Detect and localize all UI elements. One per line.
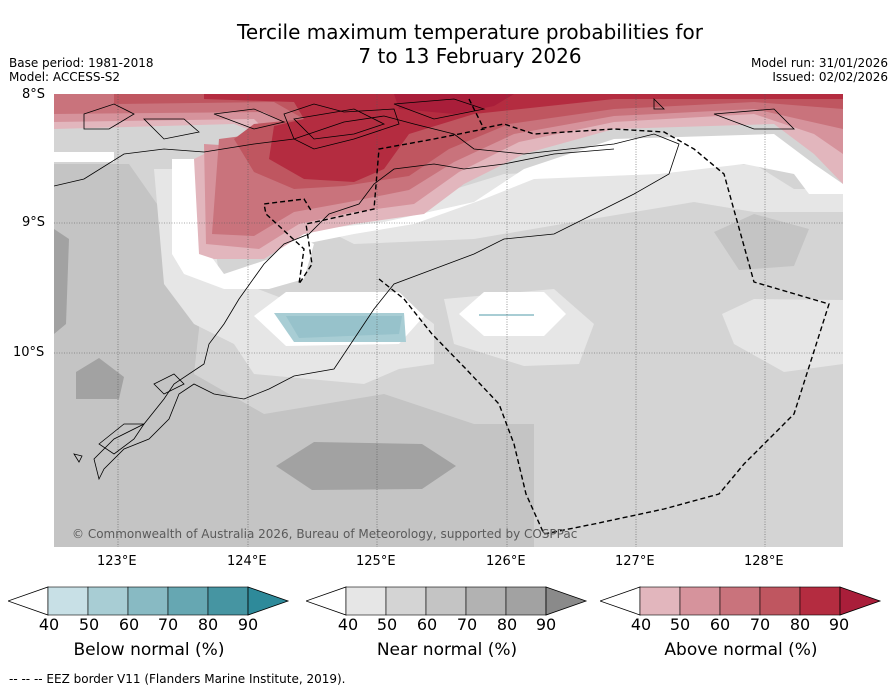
cb-below-tick-90: 90 (237, 615, 259, 634)
cb-above-tick-40: 40 (630, 615, 652, 634)
colorbar-below-segment (87, 586, 129, 616)
no-dominant-tercile-sw (54, 152, 114, 162)
map-title-line1: Tercile maximum temperature probabilitie… (237, 20, 703, 44)
map-title-line2: 7 to 13 February 2026 (358, 44, 582, 68)
cb-above-tick-60: 60 (709, 615, 731, 634)
cb-above-tick-70: 70 (749, 615, 771, 634)
cb-near-tick-50: 50 (376, 615, 398, 634)
colorbar-near-segment (345, 586, 387, 616)
lon-label-123e: 123°E (97, 554, 137, 569)
colorbar-above-normal (600, 586, 882, 616)
cb-near-tick-90: 90 (535, 615, 557, 634)
colorbar-above-segment (679, 586, 721, 616)
colorbar-label-above: Above normal (%) (664, 640, 818, 660)
colorbar-near-segment (385, 586, 427, 616)
wetar-coast (283, 103, 400, 150)
eez-border (263, 98, 830, 535)
cb-near-tick-60: 60 (416, 615, 438, 634)
coastlines (54, 98, 795, 481)
colorbar-below-segment (127, 586, 169, 616)
model-run: Model run: 31/01/2026 (750, 56, 888, 70)
lat-label-9s: 9°S (22, 215, 46, 230)
cb-near-tick-70: 70 (456, 615, 478, 634)
north-coast-islands (83, 98, 795, 140)
cb-below-tick-40: 40 (38, 615, 60, 634)
colorbar-near-segment (505, 586, 547, 616)
cb-below-tick-50: 50 (78, 615, 100, 634)
colorbar-below-segment (167, 586, 209, 616)
timor-coast (54, 115, 680, 481)
colorbar-above-segment (759, 586, 801, 616)
near-normal-40-north (324, 164, 843, 244)
colorbar-below-normal (8, 586, 290, 616)
lon-label-128e: 128°E (744, 554, 784, 569)
forecast-map: © Commonwealth of Australia 2026, Bureau… (54, 94, 843, 547)
colorbar-below-extend-high (247, 586, 290, 616)
below-normal-60-area (286, 316, 402, 338)
colorbar-below-segment (47, 586, 89, 616)
cb-near-tick-80: 80 (496, 615, 518, 634)
above-normal-80-area (204, 94, 843, 182)
colorbar-above-segment (719, 586, 761, 616)
cb-below-tick-60: 60 (118, 615, 140, 634)
no-dominant-tercile-north (294, 134, 843, 244)
cb-above-tick-90: 90 (828, 615, 850, 634)
copyright-text: © Commonwealth of Australia 2026, Bureau… (72, 527, 577, 541)
lat-label-8s: 8°S (22, 87, 46, 102)
colorbar-near-normal (306, 586, 588, 616)
colorbar-above-segment (639, 586, 681, 616)
lon-label-125e: 125°E (356, 554, 396, 569)
cb-below-tick-80: 80 (197, 615, 219, 634)
eez-border-note: -- -- -- EEZ border V11 (Flanders Marine… (9, 672, 346, 686)
colorbar-near-extend-low (306, 586, 347, 616)
above-normal-60-area (54, 94, 843, 236)
colorbar-above-extend-low (600, 586, 641, 616)
cb-near-tick-40: 40 (337, 615, 359, 634)
colorbar-near-extend-high (545, 586, 588, 616)
near-normal-80-edge (54, 229, 69, 334)
base-period: Base period: 1981-2018 (9, 56, 154, 70)
colorbar-near-segment (425, 586, 467, 616)
lat-label-10s: 10°S (13, 345, 45, 360)
colorbar-above-segment (799, 586, 841, 616)
issued-date: Issued: 02/02/2026 (772, 70, 888, 84)
model-name: Model: ACCESS-S2 (9, 70, 121, 84)
colorbar-below-segment (207, 586, 249, 616)
cb-below-tick-70: 70 (157, 615, 179, 634)
colorbar-label-below: Below normal (%) (73, 640, 225, 660)
cb-above-tick-80: 80 (789, 615, 811, 634)
colorbar-label-near: Near normal (%) (376, 640, 518, 660)
near-normal-60-west (54, 164, 164, 294)
near-normal-80-south (276, 442, 456, 490)
cb-above-tick-50: 50 (669, 615, 691, 634)
colorbar-near-segment (465, 586, 507, 616)
near-normal-60-east (714, 214, 809, 270)
sw-islands (73, 373, 185, 463)
lon-label-126e: 126°E (486, 554, 526, 569)
colorbar-above-extend-high (839, 586, 882, 616)
above-normal-90-area (394, 94, 514, 114)
lon-label-124e: 124°E (227, 554, 267, 569)
colorbar-below-extend-low (8, 586, 49, 616)
near-normal-80-west (76, 358, 124, 399)
lon-label-127e: 127°E (615, 554, 655, 569)
